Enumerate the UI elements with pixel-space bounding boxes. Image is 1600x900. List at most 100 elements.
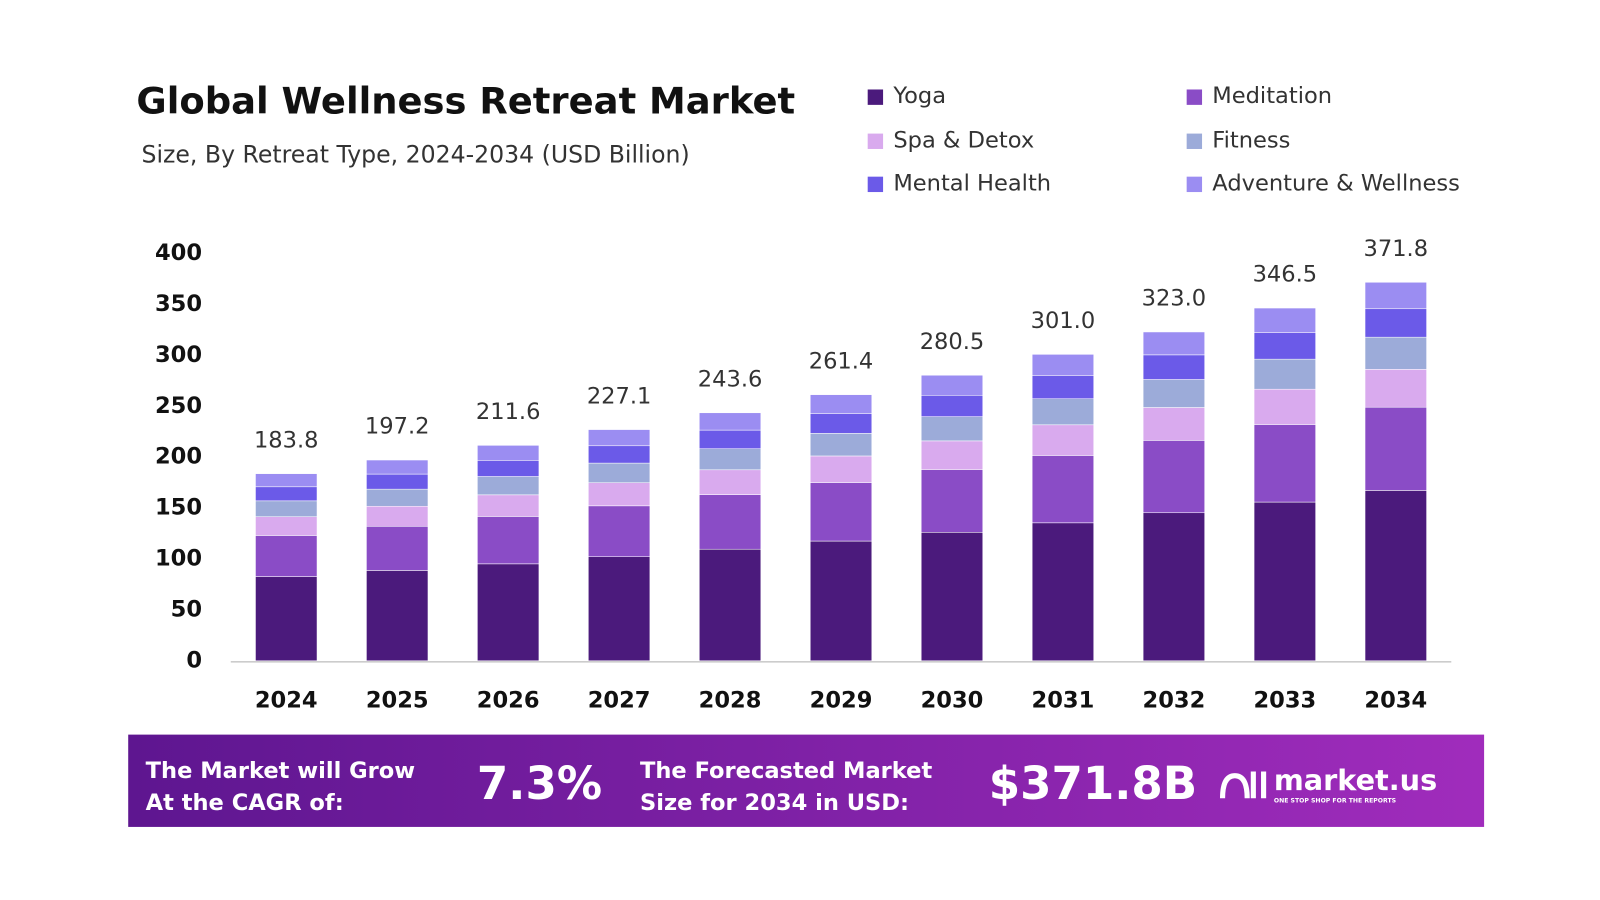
- bar-segment: [1253, 424, 1316, 503]
- legend-label: Meditation: [1212, 83, 1332, 109]
- legend-label: Adventure & Wellness: [1212, 170, 1460, 196]
- bar-segment: [255, 576, 318, 662]
- legend-swatch: [1186, 176, 1203, 193]
- y-tick-label: 350: [155, 291, 202, 317]
- bar-segment: [1364, 282, 1427, 310]
- bar-segment: [366, 473, 429, 490]
- bar-segment: [588, 556, 651, 662]
- legend-label: Mental Health: [893, 170, 1051, 196]
- legend-swatch: [867, 176, 884, 193]
- total-label: 243.6: [698, 366, 763, 392]
- bar-segment: [1142, 407, 1205, 441]
- total-label: 211.6: [476, 399, 541, 425]
- bar-segment: [588, 505, 651, 557]
- total-label: 301.0: [1031, 308, 1096, 334]
- x-tick-label: 2030: [921, 687, 984, 713]
- bar-segment: [1031, 455, 1094, 524]
- bar-segment: [588, 482, 651, 507]
- bar-segment: [477, 494, 540, 517]
- legend-swatch: [1186, 133, 1203, 149]
- bar-segment: [1253, 307, 1316, 333]
- x-tick-label: 2027: [588, 687, 651, 713]
- bar-segment: [366, 526, 429, 571]
- footer-value: $371.8B: [989, 757, 1197, 810]
- total-label: 197.2: [365, 414, 430, 440]
- legend-label: Fitness: [1212, 127, 1290, 153]
- bar-segment: [1253, 358, 1316, 390]
- chart-title: Global Wellness Retreat Market: [136, 79, 795, 122]
- footer-text: At the CAGR of:: [146, 790, 344, 816]
- legend-swatch: [867, 89, 884, 105]
- x-tick-label: 2026: [477, 687, 540, 713]
- legend-swatch: [1186, 89, 1203, 105]
- bar-segment: [1142, 512, 1205, 662]
- brand-logo: [1220, 771, 1267, 799]
- bar-segment: [366, 488, 429, 507]
- y-tick-label: 0: [186, 647, 202, 673]
- bar-segment: [920, 374, 984, 396]
- bar-segment: [255, 535, 318, 577]
- bar-segment: [920, 532, 984, 662]
- bar-segment: [1364, 369, 1427, 408]
- bar-segment: [920, 440, 984, 470]
- bar-segment: [1031, 522, 1094, 662]
- chart-subtitle: Size, By Retreat Type, 2024-2034 (USD Bi…: [142, 141, 690, 169]
- bar-segment: [255, 486, 318, 502]
- bar-segment: [1364, 336, 1427, 370]
- bar-segment: [810, 482, 873, 542]
- bar-segment: [477, 563, 540, 662]
- bar-segment: [366, 505, 429, 527]
- bar-segment: [1031, 424, 1094, 456]
- total-label: 323.0: [1142, 286, 1207, 312]
- footer: The Market will Grow At the CAGR of: 7.3…: [146, 757, 1438, 816]
- y-tick-label: 150: [155, 495, 202, 521]
- x-tick-label: 2025: [366, 687, 429, 713]
- y-tick-label: 300: [155, 342, 202, 368]
- bar-segment: [477, 516, 540, 565]
- y-tick-label: 400: [155, 240, 202, 266]
- footer-value: 7.3%: [477, 757, 602, 810]
- total-label: 183.8: [254, 427, 319, 453]
- bar-segment: [588, 462, 651, 483]
- bar-segment: [810, 394, 873, 414]
- bar-segment: [255, 473, 318, 488]
- bar-segment: [699, 469, 762, 495]
- y-tick-label: 250: [155, 393, 202, 419]
- legend-swatch: [867, 133, 884, 149]
- legend-label: Spa & Detox: [893, 127, 1034, 153]
- bar-segment: [699, 429, 762, 449]
- total-label: 227.1: [587, 383, 652, 409]
- bar-segment: [810, 455, 873, 483]
- bar-segment: [1364, 308, 1427, 338]
- bar-segment: [810, 540, 873, 662]
- brand-tagline: ONE STOP SHOP FOR THE REPORTS: [1274, 797, 1396, 804]
- bar-segment: [366, 570, 429, 662]
- bar-segment: [920, 395, 984, 417]
- x-tick-label: 2031: [1032, 687, 1095, 713]
- brand: market.us: [1274, 763, 1437, 797]
- x-tick-label: 2028: [699, 687, 762, 713]
- x-tick-label: 2034: [1364, 687, 1427, 713]
- bar-segment: [1142, 354, 1205, 380]
- bar-segment: [477, 476, 540, 496]
- total-label: 261.4: [809, 348, 874, 374]
- bar-segment: [699, 548, 762, 662]
- bar-segment: [588, 445, 651, 464]
- total-label: 346.5: [1253, 262, 1318, 288]
- footer-banner: [128, 734, 1485, 827]
- x-tick-label: 2032: [1143, 687, 1206, 713]
- bar-segment: [1031, 354, 1094, 377]
- bar-segment: [255, 516, 318, 536]
- x-tick-label: 2029: [810, 687, 873, 713]
- bar-segment: [1253, 501, 1316, 662]
- bar-segment: [1031, 375, 1094, 400]
- bar-segment: [920, 416, 984, 442]
- bar-segment: [1142, 331, 1205, 356]
- total-label: 371.8: [1364, 236, 1429, 262]
- y-tick-label: 100: [155, 545, 202, 571]
- bar-segment: [477, 445, 540, 461]
- x-tick-label: 2024: [255, 687, 318, 713]
- bar-segment: [699, 448, 762, 471]
- y-tick-label: 50: [171, 596, 202, 622]
